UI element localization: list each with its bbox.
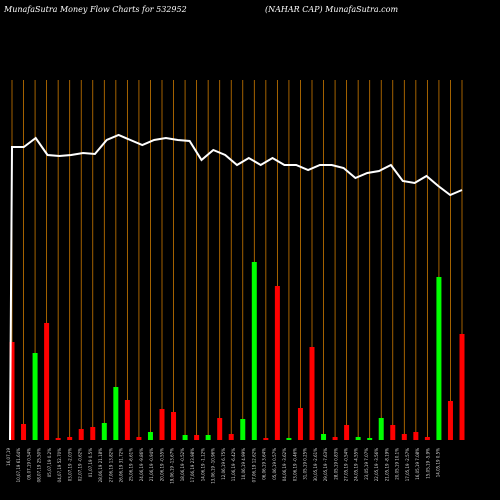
volume-bar	[286, 438, 292, 440]
volume-bar	[355, 437, 361, 440]
volume-bar	[55, 438, 61, 440]
chart-subtitle: (NAHAR CAP) MunafaSutra.com	[265, 5, 399, 14]
volume-bar	[274, 286, 280, 440]
volume-bar	[367, 438, 373, 440]
x-tick-label: 24,06,19 -9.86%	[139, 448, 144, 481]
x-tick-label: 26,06,19 31.72%	[119, 448, 124, 483]
x-tick-label: 20,06,19 -0.55%	[159, 448, 164, 481]
volume-bar	[147, 432, 153, 440]
x-tick-labels: 16,07,19 10,07,19 61.64% 09,07,19 0.54% 08,…	[6, 448, 441, 484]
volume-bar	[332, 437, 338, 440]
x-tick-label: 14,05,19 0.5%	[436, 448, 441, 477]
x-tick-label: 05,07,19 0.2%	[47, 448, 52, 477]
volume-bar	[101, 423, 107, 440]
volume-bar	[90, 427, 96, 440]
volume-bar	[344, 425, 350, 440]
x-tick-label: 29,05,19 -7.63%	[323, 448, 328, 481]
x-tick-label: 30,05,19 -2.61%	[313, 448, 318, 481]
volume-bar	[9, 342, 15, 440]
volume-bar	[413, 432, 419, 440]
x-tick-label: 11,06,19 -6.42%	[231, 448, 236, 481]
volume-bar	[401, 434, 407, 440]
volume-bar	[424, 437, 430, 440]
volume-bars	[9, 262, 465, 440]
volume-bar	[159, 409, 165, 440]
volume-bar	[182, 435, 188, 440]
volume-bar	[205, 435, 211, 440]
x-tick-label: 27,06,19 13.82%	[108, 448, 113, 483]
x-tick-label: 06,06,19 3.64%	[262, 448, 267, 480]
volume-bar	[459, 334, 465, 440]
x-tick-label: 10,07,19 61.64%	[16, 448, 21, 483]
volume-bar	[78, 429, 84, 440]
volume-bar	[171, 412, 177, 440]
x-tick-label: 08,07,19 25.50%	[37, 448, 42, 483]
volume-bar	[67, 437, 73, 440]
volume-bar	[217, 418, 223, 440]
volume-bar	[390, 425, 396, 440]
volume-bar	[240, 419, 246, 440]
x-tick-label: 20,05,19 10.1%	[395, 448, 400, 480]
volume-bar	[124, 400, 130, 440]
x-tick-label: 23,05,19 7.07%	[364, 448, 369, 480]
volume-bar	[44, 323, 50, 440]
volume-bar	[263, 438, 269, 440]
x-tick-label: 28,06,19 21.18%	[98, 448, 103, 483]
x-tick-label: 19,06,19 -13.67%	[170, 448, 175, 484]
vertical-grid	[11, 80, 463, 440]
x-tick-label: 21,06,19 -0.94%	[149, 448, 154, 481]
x-tick-label: 04,06,19 -3.62%	[282, 448, 287, 481]
volume-bar	[251, 262, 257, 440]
volume-bar	[447, 401, 453, 440]
volume-bar	[297, 408, 303, 440]
x-tick-label: 13,06,19 -10.96%	[211, 448, 216, 484]
volume-bar	[21, 424, 27, 440]
x-tick-label: 03,06,19 -0.46%	[292, 448, 297, 481]
volume-bar	[113, 387, 119, 440]
volume-bar	[228, 434, 234, 440]
x-tick-label: 25,06,19 -6.61%	[129, 448, 134, 481]
x-tick-label: 27,05,19 -0.54%	[344, 448, 349, 481]
x-tick-label: 12,06,19 6.75%	[221, 448, 226, 480]
x-tick-label: 31,05,19 0.25%	[303, 448, 308, 480]
x-tick-label: 02,07,19 -0.62%	[78, 448, 83, 481]
x-tick-label: 17,06,19 23.98%	[190, 448, 195, 483]
volume-bar	[32, 353, 38, 440]
x-tick-label: 01,07,19 0.5%	[88, 448, 93, 477]
x-tick-label: 22,05,19 -3.56%	[374, 448, 379, 481]
x-tick-label: 16,07,19	[6, 448, 11, 466]
x-tick-label: 17,05,19 -2.57%	[405, 448, 410, 481]
volume-bar	[194, 435, 200, 440]
volume-bar	[309, 347, 315, 440]
x-tick-label: 10,06,19 4.99%	[241, 448, 246, 480]
volume-bar	[136, 437, 142, 440]
volume-bar	[378, 418, 384, 440]
x-tick-label: 05,06,19 0.57%	[272, 448, 277, 480]
x-tick-label: 16,05,19 7.08%	[415, 448, 420, 480]
x-tick-label: 15,05,19 -5.9%	[425, 448, 430, 479]
x-tick-label: 28,05,19 0.83%	[333, 448, 338, 480]
price-line	[9, 133, 463, 441]
volume-bar	[321, 434, 327, 440]
x-tick-label: 24,05,19 -4.55%	[354, 448, 359, 481]
x-tick-label: 21,05,19 -8.19%	[384, 448, 389, 481]
x-tick-label: 07,06,19 12.62%	[252, 448, 257, 483]
x-tick-label: 03,07,19 -2.03%	[67, 448, 72, 481]
x-tick-label: 14,06,19 -1.12%	[200, 448, 205, 481]
x-tick-label: 09,07,19 0.54%	[27, 448, 32, 480]
volume-bar	[436, 277, 442, 440]
chart-title: MunafaSutra Money Flow Charts for 532952	[4, 5, 187, 14]
x-tick-label: 04,07,19 52.70%	[57, 448, 62, 483]
x-tick-label: 18,06,19 -0.52%	[180, 448, 185, 481]
